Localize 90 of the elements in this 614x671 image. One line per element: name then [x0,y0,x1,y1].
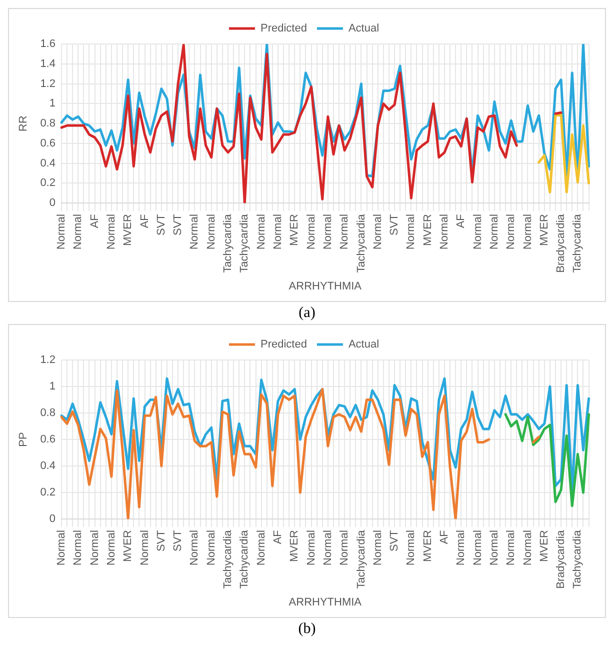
y-tick-label: 0.4 [40,460,56,472]
x-tick-label: Normal [205,530,218,566]
x-tick-label: Normal [522,214,534,250]
x-tick-label: Normal [372,530,384,566]
x-tick-label: Normal [105,214,118,250]
x-tick-label: Tachycardia [355,213,368,273]
x-tick-label: MVER [288,214,301,246]
x-tick-label: Normal [405,530,418,566]
x-tick-label: MVER [538,214,550,246]
y-tick-label: 0.8 [40,407,56,420]
x-tick-label: Tachycardia [572,529,584,589]
x-tick-label: Normal [405,214,418,250]
x-tick-label: MVER [422,214,434,246]
y-tick-label: 0.6 [40,434,56,446]
y-tick-label: 1.4 [40,58,56,70]
y-tick-label: 1.2 [40,78,56,90]
x-tick-label: Normal [305,214,318,250]
x-tick-label: Normal [438,214,451,250]
x-tick-label: Normal [255,530,268,566]
x-tick-label: Tachycardia [572,213,584,273]
x-tick-label: SVT [388,214,401,236]
x-tick-label: Tachycardia [222,213,234,273]
x-tick-label: SVT [388,530,401,552]
x-tick-label: AF [88,214,101,228]
x-tick-label: Normal [505,214,518,250]
x-tick-label: Normal [338,530,351,566]
x-axis-title: ARRHYTHMIA [288,596,362,608]
y-tick-label: 0.2 [40,177,56,190]
legend-label: Predicted [260,338,307,351]
x-tick-label: Tachycardia [238,529,251,589]
x-tick-label: Normal [472,214,484,250]
x-tick-label: MVER [288,530,301,562]
y-tick-label: 0.2 [40,486,56,499]
y-tick-label: 0.8 [40,118,56,130]
x-tick-label: SVT [172,214,184,236]
legend-label: Actual [348,338,380,351]
x-tick-label: Normal [455,530,468,566]
x-tick-label: Normal [472,530,484,566]
x-tick-label: Normal [138,530,151,566]
y-tick-label: 1 [49,98,56,110]
x-tick-label: Normal [488,214,500,250]
x-tick-label: Normal [188,530,201,566]
x-tick-label: MVER [122,530,134,562]
x-tick-label: MVER [122,214,134,246]
x-axis-title: ARRHYTHMIA [288,280,362,292]
legend-label: Predicted [260,22,307,35]
x-tick-label: Normal [188,214,201,250]
y-tick-label: 0.4 [40,157,56,170]
x-tick-label: Normal [488,530,500,566]
x-tick-label: Normal [505,530,518,566]
y-tick-label: 1.6 [40,38,56,50]
x-tick-label: Normal [72,530,84,566]
y-tick-label: 1.2 [40,354,56,366]
x-tick-label: Normal [105,530,118,566]
y-tick-label: 0.6 [40,137,56,150]
x-tick-label: AF [438,530,451,544]
y-tick-label: 1 [49,380,56,393]
x-tick-label: Tachycardia [238,213,251,273]
x-tick-label: Normal [56,214,68,250]
x-tick-label: Normal [322,530,334,566]
x-tick-label: Normal [205,214,218,250]
y-tick-label: 0 [49,513,56,526]
x-tick-label: AF [455,214,468,228]
x-tick-label: MVER [538,530,550,562]
x-tick-label: MVER [422,530,434,562]
x-tick-label: Normal [322,214,334,250]
x-tick-label: AF [138,214,151,228]
x-tick-label: Normal [56,530,68,566]
text: (b) [297,620,317,639]
x-tick-label: AF [272,530,284,544]
x-tick-label: SVT [155,214,168,236]
x-tick-label: Normal [305,530,318,566]
x-tick-label: Normal [88,530,101,566]
y-axis-title: RR [18,116,30,132]
x-tick-label: Normal [338,214,351,250]
x-tick-label: Normal [372,214,384,250]
x-tick-label: Normal [272,214,284,250]
x-tick-label: Normal [255,214,268,250]
x-tick-label: Bradycardia [555,529,568,589]
y-axis-title: PP [18,432,30,447]
y-tick-label: 0 [49,197,56,210]
x-tick-label: SVT [155,530,168,552]
text: (a) [298,304,316,323]
x-tick-label: Tachycardia [222,529,234,589]
x-tick-label: Bradycardia [555,213,568,273]
legend-label: Actual [348,22,380,35]
x-tick-label: Tachycardia [355,529,368,589]
x-tick-label: SVT [172,530,184,552]
x-tick-label: Normal [72,214,84,250]
x-tick-label: Normal [522,530,534,566]
